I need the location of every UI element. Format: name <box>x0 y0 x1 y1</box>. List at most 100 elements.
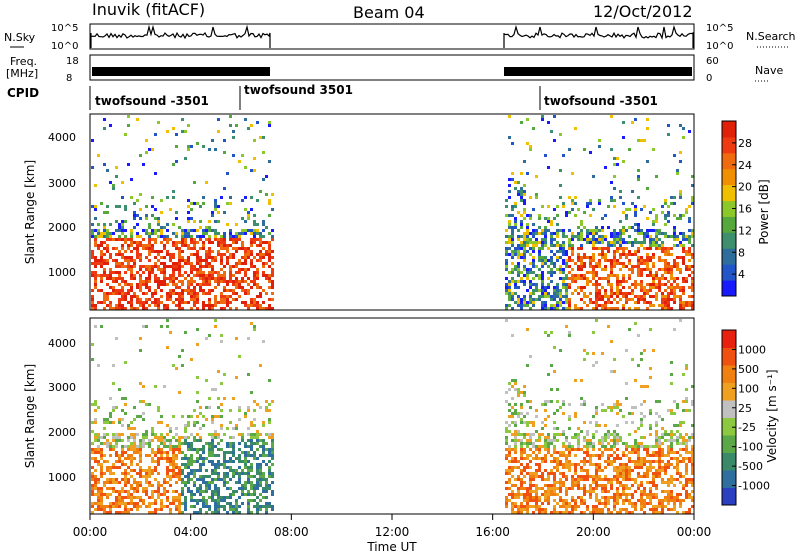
heatmap-cell <box>145 472 148 475</box>
heatmap-cell <box>598 247 601 250</box>
heatmap-cell <box>169 208 172 211</box>
heatmap-cell <box>544 229 547 232</box>
heatmap-cell <box>562 232 565 235</box>
heatmap-cell <box>553 499 556 502</box>
heatmap-cell <box>142 475 145 478</box>
heatmap-cell <box>544 304 547 307</box>
heatmap-cell <box>220 340 223 343</box>
heatmap-cell <box>190 277 193 280</box>
heatmap-cell <box>649 286 652 289</box>
heatmap-cell <box>271 493 274 496</box>
heatmap-cell <box>151 295 154 298</box>
heatmap-cell <box>91 229 94 232</box>
heatmap-cell <box>592 511 595 514</box>
heatmap-cell <box>247 304 250 307</box>
heatmap-cell <box>133 259 136 262</box>
heatmap-cell <box>628 433 631 436</box>
heatmap-cell <box>181 436 184 439</box>
heatmap-cell <box>517 490 520 493</box>
heatmap-cell <box>514 445 517 448</box>
heatmap-cell <box>130 265 133 268</box>
heatmap-cell <box>547 475 550 478</box>
heatmap-cell <box>211 304 214 307</box>
heatmap-cell <box>199 454 202 457</box>
heatmap-cell <box>253 265 256 268</box>
heatmap-cell <box>631 292 634 295</box>
heatmap-cell <box>526 229 529 232</box>
heatmap-cell <box>613 250 616 253</box>
heatmap-cell <box>520 253 523 256</box>
heatmap-cell <box>682 484 685 487</box>
heatmap-cell <box>652 496 655 499</box>
heatmap-cell <box>109 256 112 259</box>
heatmap-cell <box>649 376 652 379</box>
heatmap-cell <box>577 238 580 241</box>
heatmap-cell <box>238 280 241 283</box>
heatmap-cell <box>109 469 112 472</box>
heatmap-cell <box>127 292 130 295</box>
heatmap-cell <box>535 274 538 277</box>
heatmap-cell <box>610 340 613 343</box>
heatmap-cell <box>673 328 676 331</box>
heatmap-cell <box>673 478 676 481</box>
heatmap-cell <box>127 472 130 475</box>
heatmap-cell <box>262 439 265 442</box>
heatmap-cell <box>517 430 520 433</box>
heatmap-cell <box>250 487 253 490</box>
heatmap-cell <box>508 184 511 187</box>
heatmap-cell <box>676 286 679 289</box>
heatmap-cell <box>535 508 538 511</box>
heatmap-cell <box>625 349 628 352</box>
heatmap-cell <box>250 511 253 514</box>
heatmap-cell <box>634 505 637 508</box>
heatmap-cell <box>631 271 634 274</box>
heatmap-cell <box>151 502 154 505</box>
heatmap-cell <box>526 445 529 448</box>
heatmap-cell <box>220 196 223 199</box>
heatmap-cell <box>604 304 607 307</box>
heatmap-cell <box>151 232 154 235</box>
heatmap-cell <box>628 259 631 262</box>
heatmap-cell <box>583 292 586 295</box>
heatmap-cell <box>130 493 133 496</box>
heatmap-cell <box>589 475 592 478</box>
heatmap-cell <box>640 499 643 502</box>
heatmap-cell <box>556 244 559 247</box>
heatmap-cell <box>250 229 253 232</box>
heatmap-cell <box>613 244 616 247</box>
heatmap-cell <box>250 244 253 247</box>
heatmap-cell <box>682 292 685 295</box>
heatmap-cell <box>109 181 112 184</box>
heatmap-cell <box>157 421 160 424</box>
heatmap-cell <box>637 445 640 448</box>
heatmap-cell <box>112 382 115 385</box>
cpid-segment-2: twofsound 3501 <box>244 83 353 97</box>
heatmap-cell <box>526 466 529 469</box>
heatmap-cell <box>208 229 211 232</box>
heatmap-cell <box>139 286 142 289</box>
heatmap-cell <box>142 325 145 328</box>
heatmap-cell <box>580 487 583 490</box>
heatmap-cell <box>514 484 517 487</box>
heatmap-cell <box>112 448 115 451</box>
heatmap-cell <box>187 229 190 232</box>
heatmap-cell <box>130 238 133 241</box>
heatmap-cell <box>562 511 565 514</box>
heatmap-cell <box>532 301 535 304</box>
heatmap-cell <box>256 277 259 280</box>
heatmap-cell <box>199 463 202 466</box>
heatmap-cell <box>100 469 103 472</box>
heatmap-cell <box>175 454 178 457</box>
heatmap-cell <box>235 505 238 508</box>
heatmap-cell <box>544 226 547 229</box>
heatmap-cell <box>136 235 139 238</box>
heatmap-cell <box>613 475 616 478</box>
heatmap-cell <box>526 241 529 244</box>
heatmap-cell <box>100 289 103 292</box>
heatmap-cell <box>127 424 130 427</box>
heatmap-cell <box>262 478 265 481</box>
heatmap-cell <box>508 283 511 286</box>
heatmap-cell <box>157 496 160 499</box>
heatmap-cell <box>673 295 676 298</box>
heatmap-cell <box>520 235 523 238</box>
